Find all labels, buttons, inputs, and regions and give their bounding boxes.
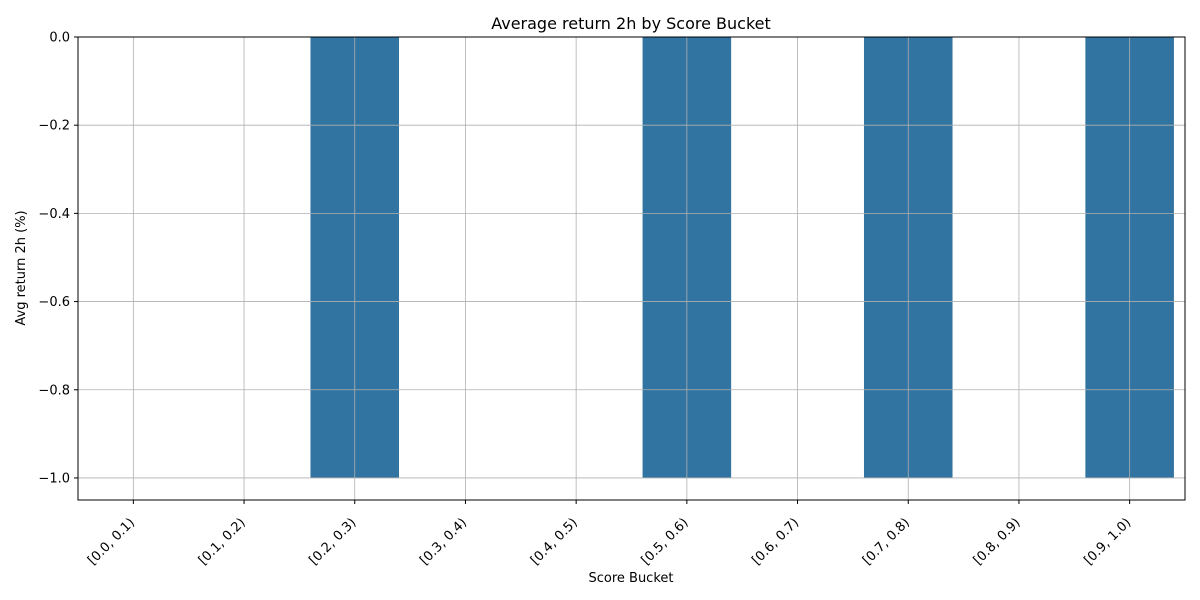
x-tick-label: [0.9, 1.0) xyxy=(1081,515,1134,568)
y-axis-label: Avg return 2h (%) xyxy=(14,210,29,325)
bars xyxy=(310,37,1173,478)
x-tick-label: [0.0, 0.1) xyxy=(85,515,138,568)
x-tick-label: [0.6, 0.7) xyxy=(749,515,802,568)
x-tick-label: [0.8, 0.9) xyxy=(971,515,1024,568)
grid xyxy=(78,37,1185,500)
y-tick-label: −0.2 xyxy=(38,119,70,134)
x-tick-label: [0.3, 0.4) xyxy=(417,515,470,568)
x-axis-label: Score Bucket xyxy=(588,571,673,586)
x-ticks: [0.0, 0.1) [0.1, 0.2) [0.2, 0.3) [0.3, 0.4)… xyxy=(85,500,1134,568)
y-tick-label: −0.4 xyxy=(38,207,70,222)
chart-title: Average return 2h by Score Bucket xyxy=(491,14,771,33)
y-ticks: 0.0 −0.2 −0.4 −0.6 −0.8 −1.0 xyxy=(38,31,78,487)
y-tick-label: −1.0 xyxy=(38,471,70,486)
x-tick-label: [0.5, 0.6) xyxy=(639,515,692,568)
y-tick-label: 0.0 xyxy=(49,31,70,46)
y-tick-label: −0.6 xyxy=(38,295,70,310)
x-tick-label: [0.1, 0.2) xyxy=(196,515,249,568)
x-tick-label: [0.2, 0.3) xyxy=(307,515,360,568)
x-tick-label: [0.7, 0.8) xyxy=(860,515,913,568)
y-tick-label: −0.8 xyxy=(38,383,70,398)
x-tick-label: [0.4, 0.5) xyxy=(528,515,581,568)
